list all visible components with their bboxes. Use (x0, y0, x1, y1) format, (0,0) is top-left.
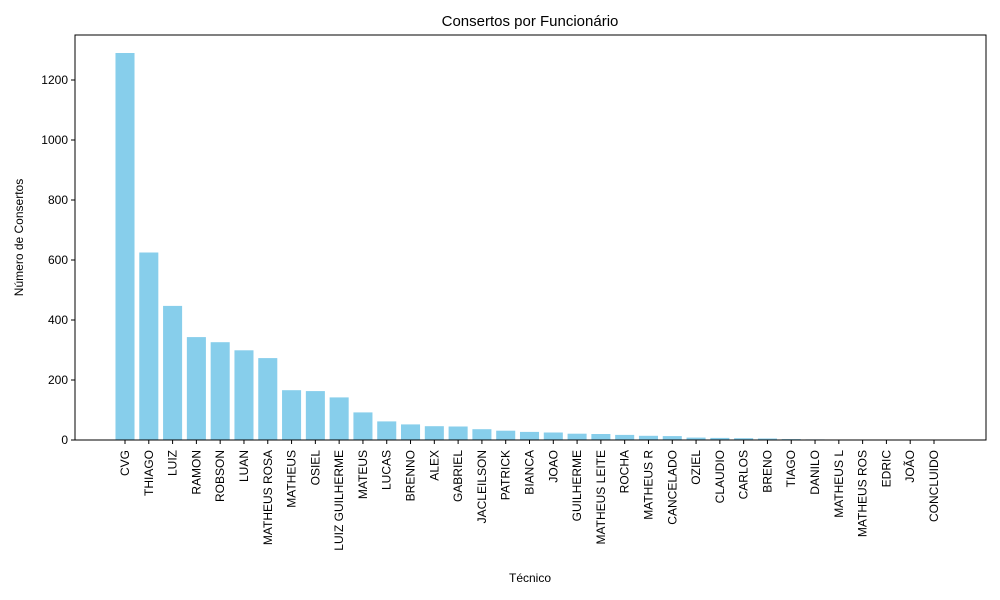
bars-group (115, 53, 944, 440)
bar (234, 350, 254, 440)
x-tick-label: MATHEUS LEITE (594, 450, 608, 544)
x-tick-label: BRENNO (404, 450, 418, 501)
x-tick-label: MATEUS (356, 450, 370, 499)
bar (686, 437, 706, 440)
bar (139, 252, 159, 440)
bar (115, 53, 135, 440)
bar (519, 431, 540, 440)
x-tick-label: ROBSON (213, 450, 227, 502)
bar (305, 391, 325, 440)
y-tick-label: 400 (48, 313, 68, 327)
bar (496, 430, 516, 440)
x-tick-label: THIAGO (142, 450, 156, 496)
y-tick-label: 800 (48, 193, 68, 207)
x-tick-label: CARLOS (737, 450, 751, 499)
x-tick-label: MATHEUS ROSA (261, 450, 275, 545)
x-tick-label: MATHEUS ROS (856, 450, 870, 537)
x-tick-label: GABRIEL (451, 450, 465, 502)
x-tick-label: LUIZ (166, 450, 180, 476)
bar (543, 432, 563, 440)
bar (757, 438, 777, 440)
x-tick-label: RAMON (189, 450, 203, 495)
x-tick-label: JOÃO (903, 450, 917, 483)
y-tick-label: 0 (61, 433, 68, 447)
y-axis-ticks: 0 200 400 600 800 1000 1200 (41, 73, 75, 447)
y-tick-label: 200 (48, 373, 68, 387)
x-tick-label: TIAGO (784, 450, 798, 487)
bar (615, 434, 635, 440)
x-tick-label: ALEX (427, 450, 441, 481)
x-tick-label: BIANCA (523, 450, 537, 495)
x-tick-label: BRENO (760, 450, 774, 493)
x-tick-label: CANCELADO (665, 450, 679, 525)
y-axis-label: Número de Consertos (12, 179, 26, 296)
x-tick-label: MATHEUS L (832, 450, 846, 518)
bar (353, 412, 373, 440)
bar (638, 435, 658, 440)
x-tick-label: LUCAS (380, 450, 394, 490)
x-tick-label: EDRIC (879, 450, 893, 488)
bar (448, 426, 468, 440)
x-tick-label: PATRICK (499, 450, 513, 500)
bar (424, 426, 444, 440)
x-tick-label: OZIEL (689, 450, 703, 485)
bar (163, 305, 183, 440)
bar (567, 433, 587, 440)
x-tick-label: GUILHERME (570, 450, 584, 521)
x-tick-label: JACLEILSON (475, 450, 489, 523)
bar (710, 437, 730, 440)
bar (329, 397, 349, 440)
bar (591, 434, 611, 440)
bar (258, 358, 278, 440)
bar (401, 424, 421, 440)
x-tick-label: JOAO (546, 450, 560, 483)
x-tick-label: CVG (118, 450, 132, 476)
x-tick-label: LUIZ GUILHERME (332, 450, 346, 551)
bar (210, 342, 230, 440)
bar (734, 438, 754, 440)
x-tick-label: OSIEL (308, 450, 322, 486)
bar (472, 429, 492, 440)
plot-frame (74, 34, 987, 441)
x-tick-label: MATHEUS R (641, 450, 655, 520)
bar (377, 421, 397, 440)
chart-title: Consertos por Funcionário (442, 13, 619, 30)
x-tick-label: MATHEUS (285, 450, 299, 508)
bar (186, 337, 206, 440)
bar (662, 436, 682, 440)
x-tick-label: CONCLUIDO (927, 450, 941, 522)
y-tick-label: 1200 (41, 73, 68, 87)
x-tick-label: LUAN (237, 450, 251, 482)
y-tick-label: 600 (48, 253, 68, 267)
bar (282, 390, 302, 440)
x-tick-label: ROCHA (618, 450, 632, 493)
x-tick-label: CLAUDIO (713, 450, 727, 503)
x-axis-label: Técnico (509, 571, 551, 585)
y-tick-label: 1000 (41, 133, 68, 147)
x-tick-label: DANILO (808, 450, 822, 495)
x-axis-ticks: CVG THIAGO LUIZ RAMON ROBSON LUAN MATHEUS ROSA… (118, 440, 941, 551)
